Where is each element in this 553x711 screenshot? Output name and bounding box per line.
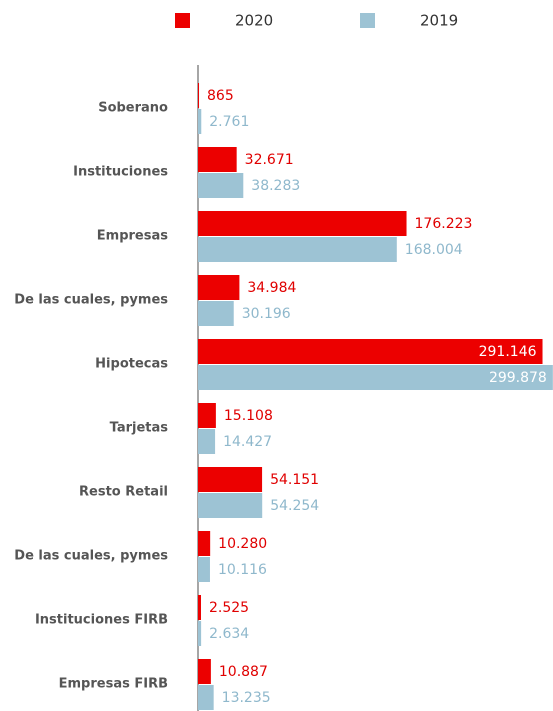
bar [198, 429, 216, 454]
value-label: 14.427 [223, 434, 272, 450]
category-label: Hipotecas [95, 357, 168, 372]
category-label: Resto Retail [79, 485, 168, 500]
bar [198, 659, 211, 684]
bar [198, 685, 214, 710]
category-label: Instituciones [73, 165, 168, 180]
legend-label: 2020 [235, 12, 273, 30]
value-label: 10.280 [218, 536, 267, 552]
category-label: Tarjetas [110, 421, 169, 436]
value-label: 168.004 [405, 242, 463, 258]
bar [198, 339, 543, 364]
value-label: 176.223 [415, 216, 473, 232]
value-label: 13.235 [222, 690, 271, 706]
value-label: 865 [207, 88, 234, 104]
bar [198, 275, 240, 300]
bar [198, 557, 210, 582]
bar [198, 147, 237, 172]
bar [198, 621, 202, 646]
value-label: 15.108 [224, 408, 273, 424]
value-label: 38.283 [251, 178, 300, 194]
value-label: 30.196 [242, 306, 291, 322]
bar [198, 211, 407, 236]
bar [198, 403, 216, 428]
value-label: 10.116 [218, 562, 267, 578]
bar [198, 493, 263, 518]
category-label: Instituciones FIRB [35, 613, 168, 628]
legend-swatch [360, 13, 375, 28]
value-label: 2.634 [209, 626, 249, 642]
legend-label: 2019 [420, 12, 458, 30]
bar [198, 595, 201, 620]
value-label: 34.984 [247, 280, 296, 296]
value-label: 2.525 [209, 600, 249, 616]
category-label: De las cuales, pymes [14, 293, 168, 308]
value-label: 54.151 [270, 472, 319, 488]
bar [198, 109, 202, 134]
bar [198, 173, 244, 198]
category-label: Soberano [98, 101, 168, 116]
category-label: De las cuales, pymes [14, 549, 168, 564]
value-label: 299.878 [489, 370, 547, 386]
bar [198, 83, 200, 108]
value-label: 32.671 [245, 152, 294, 168]
legend-swatch [175, 13, 190, 28]
bar [198, 365, 553, 390]
value-label: 2.761 [209, 114, 249, 130]
bar [198, 531, 211, 556]
value-label: 291.146 [479, 344, 537, 360]
category-label: Empresas FIRB [59, 677, 168, 692]
bar [198, 237, 397, 262]
category-label: Empresas [97, 229, 168, 244]
value-label: 54.254 [270, 498, 319, 514]
bar [198, 301, 234, 326]
value-label: 10.887 [219, 664, 268, 680]
bar [198, 467, 263, 492]
